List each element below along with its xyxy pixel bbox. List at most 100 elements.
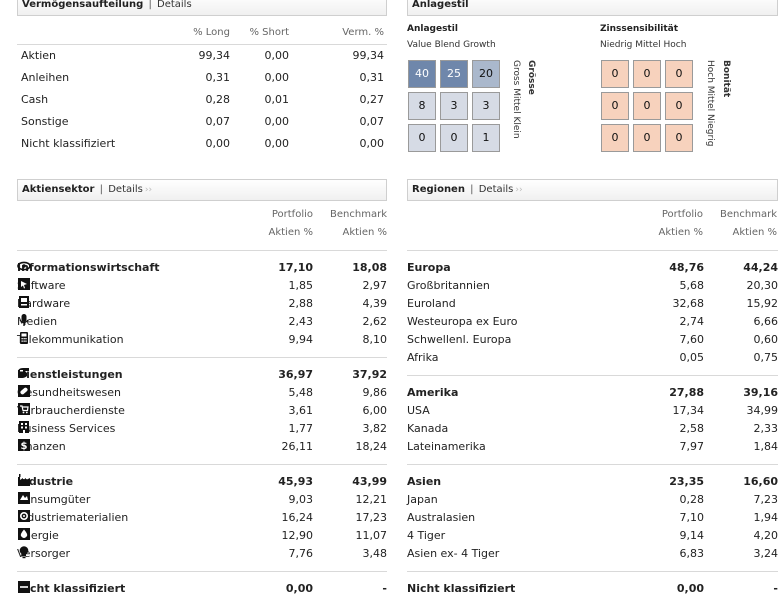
- item-row[interactable]: Westeuropa ex Euro 2,74 6,66: [407, 313, 778, 331]
- portfolio-value: 7,10: [679, 511, 705, 524]
- equity-style-col-labels: Value Blend Growth: [407, 40, 496, 50]
- minus-icon: [17, 580, 31, 594]
- equity-style-title: Anlagestil: [407, 24, 458, 34]
- item-row[interactable]: $ Finanzen 26,11 18,24: [17, 438, 387, 456]
- eye-icon: [17, 259, 31, 273]
- portfolio-value: 32,68: [672, 297, 705, 310]
- hardware-icon: [17, 295, 31, 309]
- row-label-text: Europa: [407, 261, 451, 274]
- item-row[interactable]: Lateinamerika 7,97 1,84: [407, 438, 778, 456]
- benchmark-value: 43,99: [352, 475, 387, 488]
- group-row[interactable]: Informationswirtschaft 17,10 18,08: [17, 259, 387, 277]
- benchmark-value: 0,60: [753, 333, 778, 346]
- asset-label: Nicht klassifiziert: [21, 137, 116, 150]
- fixed-grid-cell: 0: [633, 92, 661, 120]
- phone-icon: [17, 331, 31, 345]
- fixed-grid-cell: 0: [601, 92, 629, 120]
- asset-row: Nicht klassifiziert 0,00 0,00 0,00: [21, 135, 385, 153]
- benchmark-value: 2,33: [753, 422, 778, 435]
- arrow-icon: ››: [515, 185, 523, 195]
- portfolio-value: 0,05: [679, 351, 705, 364]
- group-row[interactable]: Europa 48,76 44,24: [407, 259, 778, 277]
- benchmark-value: 20,30: [746, 279, 778, 292]
- item-row[interactable]: Schwellenl. Europa 7,60 0,60: [407, 331, 778, 349]
- group-row[interactable]: Amerika 27,88 39,16: [407, 384, 778, 402]
- benchmark-value: 4,39: [362, 297, 388, 310]
- fixed-grid-cell: 0: [665, 92, 693, 120]
- benchmark-value: 18,24: [355, 440, 388, 453]
- regions-details-link[interactable]: Details: [478, 184, 514, 195]
- fixed-grid-cell: 0: [633, 60, 661, 88]
- item-row[interactable]: Industriematerialien 16,24 17,23: [17, 509, 387, 527]
- row-label: Business Services: [17, 420, 115, 438]
- group-row[interactable]: Nicht klassifiziert 0,00 -: [407, 580, 778, 598]
- item-row[interactable]: 4 Tiger 9,14 4,20: [407, 527, 778, 545]
- row-label-text: Australasien: [407, 511, 476, 524]
- portfolio-value: 9,03: [288, 493, 314, 506]
- item-row[interactable]: Australasien 7,10 1,94: [407, 509, 778, 527]
- group-row[interactable]: Nicht klassifiziert 0,00 -: [17, 580, 387, 598]
- benchmark-value: 3,82: [362, 422, 388, 435]
- asset-label: Anleihen: [21, 71, 70, 84]
- portfolio-value: 27,88: [669, 386, 704, 399]
- equity-grid-cell: 8: [408, 92, 436, 120]
- row-label-text: Gesundheitswesen: [17, 386, 122, 399]
- row-label: Industrie: [17, 473, 73, 491]
- portfolio-value: 36,97: [278, 368, 313, 381]
- sectors-details-link[interactable]: Details: [108, 184, 143, 195]
- item-row[interactable]: Business Services 1,77 3,82: [17, 420, 387, 438]
- asset-net-value: 0,31: [359, 71, 385, 84]
- group-row[interactable]: Dienstleistungen 36,97 37,92: [17, 366, 387, 384]
- item-row[interactable]: Energie 12,90 11,07: [17, 527, 387, 545]
- portfolio-value: 0,28: [679, 493, 705, 506]
- asset-row: Aktien 99,34 0,00 99,34: [21, 47, 385, 65]
- group-row[interactable]: Industrie 45,93 43,99: [17, 473, 387, 491]
- row-label-text: Schwellenl. Europa: [407, 333, 512, 346]
- asset-allocation-details-link[interactable]: Details: [157, 0, 192, 10]
- fixed-income-col-labels: Niedrig Mittel Hoch: [600, 40, 687, 50]
- col-header-short: % Short: [249, 27, 289, 38]
- item-row[interactable]: Verbraucherdienste 3,61 6,00: [17, 402, 387, 420]
- item-row[interactable]: Großbritannien 5,68 20,30: [407, 277, 778, 295]
- asset-net-value: 0,00: [359, 137, 385, 150]
- dollar-icon: $: [17, 438, 31, 452]
- item-row[interactable]: Telekommunikation 9,94 8,10: [17, 331, 387, 349]
- item-row[interactable]: Medien 2,43 2,62: [17, 313, 387, 331]
- equity-grid-cell: 0: [440, 124, 468, 152]
- row-label: Verbraucherdienste: [17, 402, 125, 420]
- item-row[interactable]: Software 1,85 2,97: [17, 277, 387, 295]
- row-label: Großbritannien: [407, 277, 490, 295]
- hand-icon: [17, 366, 31, 380]
- row-label-text: Euroland: [407, 297, 456, 310]
- factory-icon: [17, 473, 31, 487]
- item-row[interactable]: Kanada 2,58 2,33: [407, 420, 778, 438]
- item-row[interactable]: Asien ex- 4 Tiger 6,83 3,24: [407, 545, 778, 563]
- portfolio-value: 0,00: [285, 582, 313, 595]
- sectors-title: Aktiensektor: [22, 184, 95, 195]
- benchmark-value: 8,10: [362, 333, 388, 346]
- item-row[interactable]: Versorger 7,76 3,48: [17, 545, 387, 563]
- group-row[interactable]: Asien 23,35 16,60: [407, 473, 778, 491]
- portfolio-value: 17,34: [672, 404, 705, 417]
- building-icon: [17, 420, 31, 434]
- item-row[interactable]: Gesundheitswesen 5,48 9,86: [17, 384, 387, 402]
- portfolio-value: 45,93: [278, 475, 313, 488]
- fixed-grid-cell: 0: [633, 124, 661, 152]
- row-label-text: Hardware: [17, 297, 71, 310]
- asset-long-value: 0,00: [205, 137, 231, 150]
- col-header-long: % Long: [193, 27, 230, 38]
- equity-grid-cell: 1: [472, 124, 500, 152]
- item-row[interactable]: Afrika 0,05 0,75: [407, 349, 778, 367]
- item-row[interactable]: Hardware 2,88 4,39: [17, 295, 387, 313]
- equity-grid-cell: 40: [408, 60, 436, 88]
- benchmark-value: 11,07: [355, 529, 388, 542]
- item-row[interactable]: Japan 0,28 7,23: [407, 491, 778, 509]
- item-row[interactable]: Euroland 32,68 15,92: [407, 295, 778, 313]
- benchmark-value: 1,94: [753, 511, 778, 524]
- benchmark-value: 6,66: [753, 315, 778, 328]
- row-label: Asien: [407, 473, 441, 491]
- gear-icon: [17, 509, 31, 523]
- item-row[interactable]: Konsumgüter 9,03 12,21: [17, 491, 387, 509]
- item-row[interactable]: USA 17,34 34,99: [407, 402, 778, 420]
- equity-grid-cell: 3: [440, 92, 468, 120]
